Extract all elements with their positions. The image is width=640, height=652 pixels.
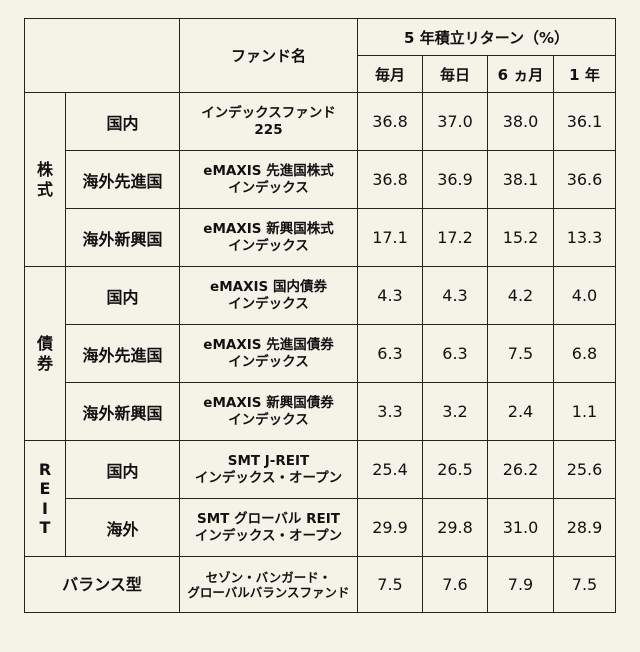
sub-category: 海外先進国 [65,324,180,383]
value-cell: 28.9 [552,498,617,557]
sub-category: 国内 [65,266,180,325]
category-balance: バランス型 [24,556,180,613]
sub-category: 海外新興国 [65,208,180,267]
fund-name: eMAXIS 先進国債券 インデックス [179,324,358,383]
table-row: 株式 国内 インデックスファンド 225 36.8 37.0 38.0 36.1 [24,92,617,267]
value-cell: 1.1 [552,382,617,441]
value-cell: 25.4 [357,440,423,499]
value-cell: 13.3 [552,208,617,267]
period-header-monthly: 毎月 [357,55,423,93]
table-row: 債券 国内 eMAXIS 国内債券 インデックス 4.3 4.3 4.2 4.0 [24,266,617,441]
period-header-6months: 6 ヵ月 [487,55,554,93]
value-cell: 7.6 [422,556,488,613]
value-cell: 38.0 [487,92,554,151]
table-row: 海外先進国 eMAXIS 先進国株式 インデックス 36.8 36.9 38.1 … [25,150,617,209]
fund-name: SMT グローバル REIT インデックス・オープン [179,498,358,557]
value-cell: 36.1 [552,92,617,151]
table-row: 海外先進国 eMAXIS 先進国債券 インデックス 6.3 6.3 7.5 6.8 [25,324,617,383]
value-cell: 3.3 [357,382,423,441]
sub-category: 国内 [65,92,180,151]
value-cell: 6.3 [357,324,423,383]
returns-table: ファンド名 5 年積立リターン（%） 毎月 毎日 6 ヵ月 1 年 株式 国内 … [24,18,617,613]
fund-name: セゾン・バンガード・ グローバルバランスファンド [179,556,358,613]
header-row-1: ファンド名 5 年積立リターン（%） [24,18,617,93]
sub-category: 国内 [65,440,180,499]
value-cell: 7.5 [552,556,617,613]
period-header-1year: 1 年 [552,55,617,93]
value-cell: 25.6 [552,440,617,499]
value-cell: 4.3 [357,266,423,325]
value-cell: 2.4 [487,382,554,441]
value-cell: 36.8 [357,150,423,209]
value-cell: 36.6 [552,150,617,209]
fund-name: eMAXIS 新興国株式 インデックス [179,208,358,267]
table-row: 海外新興国 eMAXIS 新興国株式 インデックス 17.1 17.2 15.2 … [25,208,617,267]
value-cell: 3.2 [422,382,488,441]
value-cell: 4.0 [552,266,617,325]
value-cell: 37.0 [422,92,488,151]
value-cell: 31.0 [487,498,554,557]
value-cell: 6.8 [552,324,617,383]
value-cell: 29.9 [357,498,423,557]
value-cell: 26.5 [422,440,488,499]
sub-category: 海外新興国 [65,382,180,441]
value-cell: 4.3 [422,266,488,325]
category-bond: 債券 [24,266,66,441]
value-cell: 6.3 [422,324,488,383]
table-row: 海外 SMT グローバル REIT インデックス・オープン 29.9 29.8 3… [25,498,617,557]
value-cell: 36.8 [357,92,423,151]
table-row: バランス型 セゾン・バンガード・ グローバルバランスファンド 7.5 7.6 7.… [24,556,617,613]
value-cell: 38.1 [487,150,554,209]
value-cell: 26.2 [487,440,554,499]
period-header-daily: 毎日 [422,55,488,93]
value-cell: 7.5 [357,556,423,613]
header-row-2: 毎月 毎日 6 ヵ月 1 年 [25,55,617,93]
return-group-header: 5 年積立リターン（%） [356,18,617,56]
fund-name: eMAXIS 国内債券 インデックス [179,266,358,325]
fund-name: eMAXIS 新興国債券 インデックス [179,382,358,441]
value-cell: 7.5 [487,324,554,383]
value-cell: 17.2 [422,208,488,267]
value-cell: 4.2 [487,266,554,325]
fund-name: SMT J-REIT インデックス・オープン [179,440,358,499]
value-cell: 17.1 [357,208,423,267]
value-cell: 29.8 [422,498,488,557]
fund-name: eMAXIS 先進国株式 インデックス [179,150,358,209]
corner-cell [24,18,180,93]
value-cell: 7.9 [487,556,554,613]
returns-table-container: ファンド名 5 年積立リターン（%） 毎月 毎日 6 ヵ月 1 年 株式 国内 … [24,18,617,613]
fund-name-header: ファンド名 [179,18,358,93]
table-row: 海外新興国 eMAXIS 新興国債券 インデックス 3.3 3.2 2.4 1.1 [25,382,617,441]
fund-name: インデックスファンド 225 [179,92,358,151]
sub-category: 海外 [65,498,180,557]
value-cell: 36.9 [422,150,488,209]
value-cell: 15.2 [487,208,554,267]
category-stock: 株式 [24,92,66,267]
sub-category: 海外先進国 [65,150,180,209]
